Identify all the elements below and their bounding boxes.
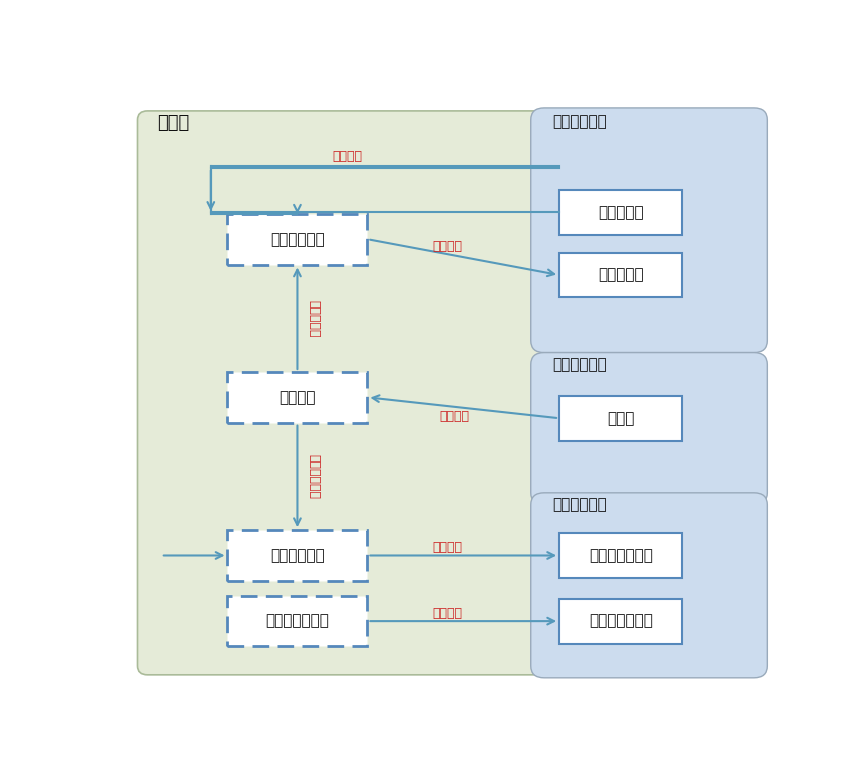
Text: ねじ検出数: ねじ検出数 (308, 300, 321, 337)
Text: 画像情報: 画像情報 (439, 410, 469, 423)
Text: 制御部: 制御部 (157, 114, 190, 132)
FancyBboxPatch shape (559, 533, 682, 578)
Text: 搬送ユニット: 搬送ユニット (552, 114, 607, 129)
FancyBboxPatch shape (531, 493, 767, 678)
Text: 電動ドライバー: 電動ドライバー (589, 614, 653, 629)
FancyBboxPatch shape (138, 111, 548, 675)
Text: ねじ検出: ねじ検出 (280, 390, 316, 405)
FancyBboxPatch shape (227, 530, 367, 580)
Text: エンコーダ: エンコーダ (598, 205, 643, 220)
FancyBboxPatch shape (559, 190, 682, 235)
FancyBboxPatch shape (531, 108, 767, 353)
FancyBboxPatch shape (227, 372, 367, 422)
Text: ドライバー制御: ドライバー制御 (266, 614, 329, 629)
Text: 回転指令: 回転指令 (433, 607, 463, 620)
FancyBboxPatch shape (227, 214, 367, 264)
Text: カメラ: カメラ (607, 411, 635, 425)
Text: ロボット制御: ロボット制御 (270, 548, 325, 563)
Text: 速度指令: 速度指令 (433, 240, 463, 253)
FancyBboxPatch shape (559, 396, 682, 441)
Text: 検出ユニット: 検出ユニット (552, 356, 607, 372)
FancyBboxPatch shape (227, 596, 367, 646)
Text: ロボットアーム: ロボットアーム (589, 548, 653, 563)
FancyBboxPatch shape (559, 599, 682, 643)
Text: 速度情報: 速度情報 (333, 150, 362, 164)
Text: 解体ユニット: 解体ユニット (552, 497, 607, 512)
Text: 搬送速度演算: 搬送速度演算 (270, 232, 325, 246)
Text: 搬送モータ: 搬送モータ (598, 267, 643, 283)
Text: 動作指令: 動作指令 (433, 541, 463, 554)
FancyBboxPatch shape (559, 253, 682, 298)
Text: ねじ位置情報: ねじ位置情報 (308, 454, 321, 499)
FancyBboxPatch shape (531, 353, 767, 505)
